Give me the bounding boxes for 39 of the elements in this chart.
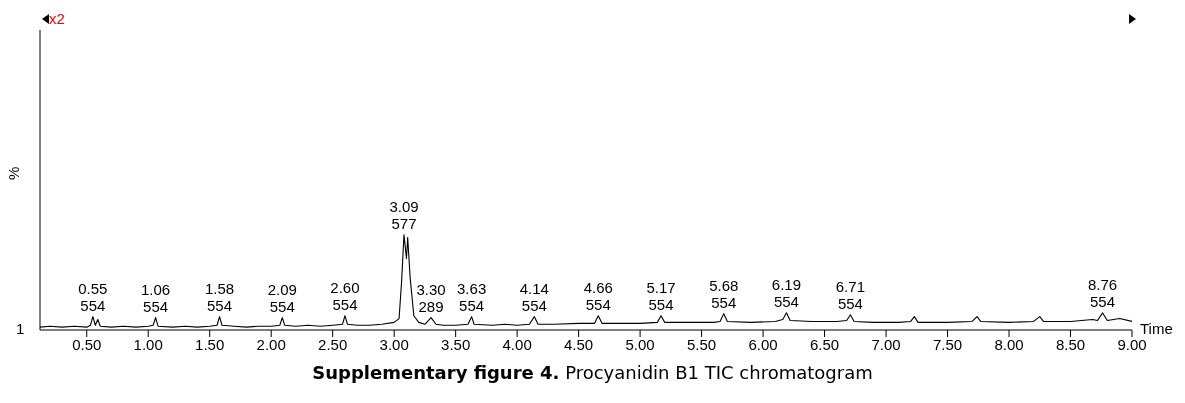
annotation: 3.30 289 xyxy=(416,280,446,315)
x-tick-label: 6.50 xyxy=(809,335,840,353)
annotation: 5.17 554 xyxy=(646,278,676,313)
annotation: 2.09 554 xyxy=(267,280,297,315)
y-axis-title: % xyxy=(5,166,23,180)
x-tick-label: 8.00 xyxy=(994,335,1024,353)
x-tick-label: 4.50 xyxy=(564,335,594,353)
annotation: 8.76 554 xyxy=(1087,275,1118,310)
x-tick-label: 3.50 xyxy=(441,335,471,353)
x-tick-label: 5.00 xyxy=(625,335,655,353)
x-tick-label: 5.50 xyxy=(686,335,717,353)
x-tick-label: 1.00 xyxy=(133,335,163,353)
annotation: 3.09 577 xyxy=(389,197,419,232)
annotation: 4.66 554 xyxy=(583,278,613,313)
annotation: 1.06 554 xyxy=(140,280,171,315)
annotation: 6.19 554 xyxy=(771,275,802,310)
x-tick-label: 9.00 xyxy=(1117,335,1147,353)
annotation: 6.71 554 xyxy=(835,277,865,312)
x-tick-label: 7.50 xyxy=(932,335,963,353)
annotation: 1.58 554 xyxy=(204,279,235,314)
x-tick-label: 7.00 xyxy=(871,335,901,353)
x-tick-label: 6.00 xyxy=(748,335,778,353)
annotation: 0.55 554 xyxy=(78,279,108,314)
text: x2 xyxy=(49,10,65,27)
text: 1 xyxy=(16,320,25,337)
annotation: 5.68 554 xyxy=(709,276,739,311)
x-tick-label: 4.00 xyxy=(502,335,532,353)
text: Supplementary figure 4. xyxy=(312,362,560,383)
x-tick-label: 2.00 xyxy=(256,335,286,353)
x-tick-label: 2.50 xyxy=(318,335,348,353)
x-tick-label: 1.50 xyxy=(195,335,225,353)
x-tick-label: 8.50 xyxy=(1055,335,1086,353)
annotation: 2.60 554 xyxy=(330,278,360,313)
x-tick-label: 3.00 xyxy=(379,335,409,353)
x-axis-title: Time xyxy=(1140,320,1173,338)
annotation: 4.14 554 xyxy=(519,279,549,314)
annotation: 3.63 554 xyxy=(457,279,487,314)
x-tick-label: 0.50 xyxy=(72,335,102,353)
text: Procyanidin B1 TIC chromatogram xyxy=(565,362,873,383)
